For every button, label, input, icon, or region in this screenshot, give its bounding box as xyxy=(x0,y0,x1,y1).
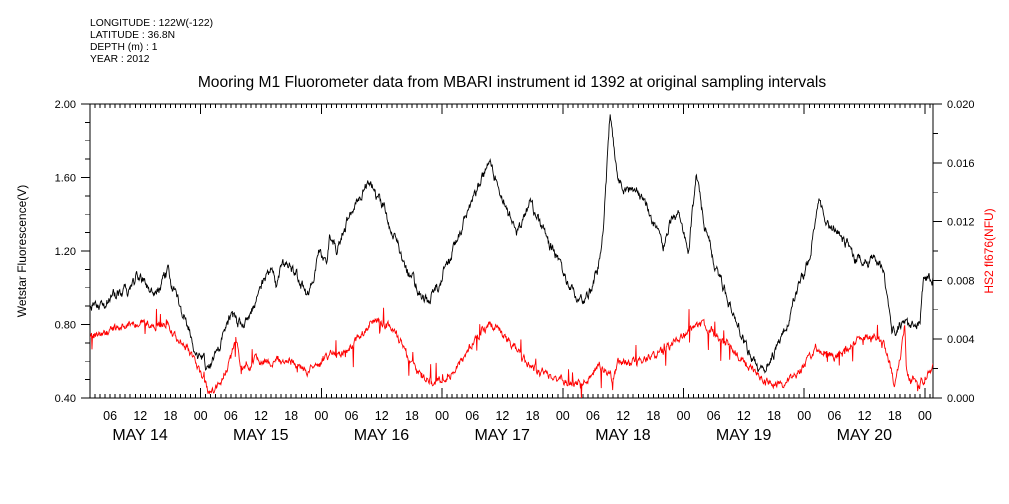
svg-text:MAY 15: MAY 15 xyxy=(233,427,289,444)
svg-text:12: 12 xyxy=(133,409,147,423)
svg-text:0.020: 0.020 xyxy=(947,99,975,111)
svg-text:06: 06 xyxy=(465,409,479,423)
svg-text:18: 18 xyxy=(405,409,419,423)
svg-text:0.40: 0.40 xyxy=(55,393,76,405)
svg-text:0.008: 0.008 xyxy=(947,275,975,287)
svg-text:LATITUDE : 36.8N: LATITUDE : 36.8N xyxy=(90,30,175,41)
svg-text:YEAR : 2012: YEAR : 2012 xyxy=(90,54,150,65)
svg-text:12: 12 xyxy=(495,409,509,423)
svg-text:2.00: 2.00 xyxy=(55,99,76,111)
svg-text:12: 12 xyxy=(375,409,389,423)
svg-text:HS2 fl676(NFU): HS2 fl676(NFU) xyxy=(982,208,996,293)
svg-text:18: 18 xyxy=(767,409,781,423)
svg-text:MAY 18: MAY 18 xyxy=(595,427,651,444)
svg-text:Mooring M1 Fluorometer data fr: Mooring M1 Fluorometer data from MBARI i… xyxy=(198,74,827,91)
svg-text:MAY 17: MAY 17 xyxy=(474,427,530,444)
svg-text:MAY 19: MAY 19 xyxy=(716,427,772,444)
svg-text:00: 00 xyxy=(677,409,691,423)
svg-text:MAY 20: MAY 20 xyxy=(837,427,893,444)
svg-text:0.016: 0.016 xyxy=(947,158,975,170)
svg-text:00: 00 xyxy=(556,409,570,423)
svg-text:12: 12 xyxy=(616,409,630,423)
svg-text:0.004: 0.004 xyxy=(947,334,975,346)
svg-text:12: 12 xyxy=(254,409,268,423)
svg-text:MAY 16: MAY 16 xyxy=(354,427,410,444)
svg-text:06: 06 xyxy=(707,409,721,423)
svg-text:06: 06 xyxy=(224,409,238,423)
svg-text:00: 00 xyxy=(918,409,932,423)
svg-text:06: 06 xyxy=(586,409,600,423)
svg-text:DEPTH (m) : 1: DEPTH (m) : 1 xyxy=(90,42,158,53)
svg-text:0.000: 0.000 xyxy=(947,393,975,405)
svg-text:06: 06 xyxy=(103,409,117,423)
svg-text:1.20: 1.20 xyxy=(55,246,76,258)
svg-text:Wetstar Fluorescence(V): Wetstar Fluorescence(V) xyxy=(15,185,29,318)
svg-text:00: 00 xyxy=(797,409,811,423)
svg-text:06: 06 xyxy=(827,409,841,423)
svg-text:06: 06 xyxy=(345,409,359,423)
svg-text:0.80: 0.80 xyxy=(55,320,76,332)
svg-text:18: 18 xyxy=(526,409,540,423)
svg-text:18: 18 xyxy=(164,409,178,423)
svg-text:18: 18 xyxy=(646,409,660,423)
svg-text:0.012: 0.012 xyxy=(947,217,975,229)
svg-text:12: 12 xyxy=(858,409,872,423)
svg-text:00: 00 xyxy=(194,409,208,423)
svg-text:18: 18 xyxy=(888,409,902,423)
svg-text:00: 00 xyxy=(314,409,328,423)
svg-text:LONGITUDE : 122W(-122): LONGITUDE : 122W(-122) xyxy=(90,18,213,29)
svg-text:12: 12 xyxy=(737,409,751,423)
svg-text:18: 18 xyxy=(284,409,298,423)
svg-text:00: 00 xyxy=(435,409,449,423)
svg-text:1.60: 1.60 xyxy=(55,173,76,185)
svg-text:MAY 14: MAY 14 xyxy=(112,427,168,444)
